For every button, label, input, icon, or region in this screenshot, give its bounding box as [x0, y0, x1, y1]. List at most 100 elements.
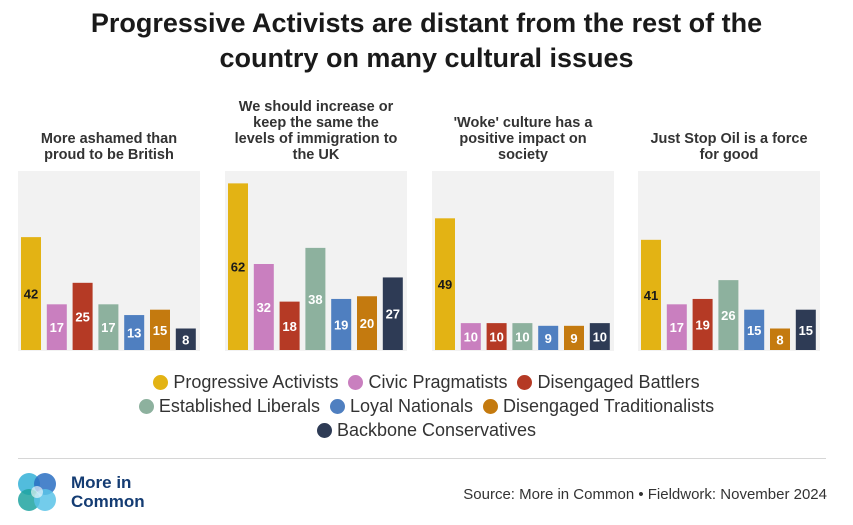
- data-label-civic-pragmatists: 10: [464, 330, 478, 345]
- data-label-progressive-activists: 41: [644, 288, 658, 303]
- legend-item-progressive-activists: Progressive Activists: [153, 370, 338, 394]
- legend-label: Civic Pragmatists: [368, 372, 508, 392]
- legend-dot: [153, 374, 169, 390]
- bar-disengaged-traditionalists: [357, 296, 377, 350]
- more-in-common-logo: More in Common: [15, 470, 145, 514]
- chart-title: Just Stop Oil is a force for good: [650, 131, 808, 163]
- data-label-disengaged-traditionalists: 9: [570, 331, 577, 346]
- data-label-disengaged-battlers: 10: [489, 330, 503, 345]
- data-label-backbone-conservatives: 8: [182, 332, 189, 347]
- bar-civic-pragmatists: [253, 264, 274, 350]
- chart-ashamed-british: More ashamed than proud to be British 42…: [18, 98, 200, 351]
- bar-disengaged-battlers: [279, 301, 300, 350]
- chart-title: We should increase or keep the same the …: [234, 99, 398, 163]
- legend-row: Progressive Activists Civic Pragmatists …: [0, 370, 853, 394]
- data-label-progressive-activists: 42: [24, 287, 38, 302]
- legend-label: Established Liberals: [158, 396, 320, 416]
- data-label-disengaged-traditionalists: 8: [776, 332, 783, 347]
- chart-plot: 42 17 25 17 13 15 8: [18, 171, 200, 351]
- legend-dot: [517, 374, 533, 390]
- data-label-established-liberals: 10: [515, 330, 529, 345]
- data-label-civic-pragmatists: 17: [670, 320, 684, 335]
- data-label-disengaged-traditionalists: 20: [360, 316, 374, 331]
- legend-label: Disengaged Traditionalists: [503, 396, 715, 416]
- bar-loyal-nationals: [744, 309, 765, 350]
- legend-label: Backbone Conservatives: [336, 420, 537, 440]
- data-label-backbone-conservatives: 27: [386, 307, 400, 322]
- plot-background: [432, 171, 614, 351]
- data-label-loyal-nationals: 15: [747, 323, 761, 338]
- legend-dot: [483, 398, 499, 414]
- legend-label: Loyal Nationals: [349, 396, 474, 416]
- data-label-loyal-nationals: 9: [545, 331, 552, 346]
- legend-item-civic-pragmatists: Civic Pragmatists: [348, 370, 507, 394]
- data-label-backbone-conservatives: 15: [799, 323, 813, 338]
- chart-title: More ashamed than proud to be British: [40, 131, 178, 163]
- data-label-disengaged-battlers: 19: [695, 317, 709, 332]
- bar-loyal-nationals: [124, 315, 145, 350]
- legend-item-loyal-nationals: Loyal Nationals: [329, 394, 474, 418]
- logo-mark-icon: [18, 473, 56, 511]
- bar-backbone-conservatives: [795, 309, 816, 350]
- bar-disengaged-battlers: [486, 323, 507, 350]
- bar-established-liberals: [718, 280, 739, 350]
- bar-disengaged-battlers: [692, 298, 713, 350]
- bar-progressive-activists: [228, 183, 248, 350]
- data-label-disengaged-battlers: 18: [282, 319, 296, 334]
- data-label-loyal-nationals: 19: [334, 317, 348, 332]
- data-label-established-liberals: 26: [721, 308, 735, 323]
- data-label-backbone-conservatives: 10: [593, 330, 607, 345]
- legend-dot: [316, 422, 332, 438]
- chart-plot: 62 32 18 38 19 20 27: [225, 171, 407, 351]
- chart-woke-culture: 'Woke' culture has a positive impact on …: [432, 98, 614, 351]
- legend-row: Established Liberals Loyal Nationals Dis…: [0, 394, 853, 418]
- chart-plot: 41 17 19 26 15 8 15: [638, 171, 820, 351]
- legend-item-disengaged-battlers: Disengaged Battlers: [517, 370, 700, 394]
- legend-item-disengaged-traditionalists: Disengaged Traditionalists: [483, 394, 714, 418]
- chart-just-stop-oil: Just Stop Oil is a force for good 41 17 19…: [638, 98, 820, 351]
- bar-loyal-nationals: [331, 298, 352, 350]
- data-label-disengaged-battlers: 25: [75, 309, 89, 324]
- bar-backbone-conservatives: [382, 277, 403, 350]
- legend-item-established-liberals: Established Liberals: [138, 394, 320, 418]
- legend-label: Disengaged Battlers: [537, 372, 700, 392]
- bar-progressive-activists: [641, 239, 661, 350]
- legend-item-backbone-conservatives: Backbone Conservatives: [316, 418, 537, 442]
- bar-disengaged-battlers: [72, 282, 93, 350]
- source-note: Source: More in Common • Fieldwork: Nove…: [463, 486, 827, 503]
- bar-civic-pragmatists: [666, 304, 687, 350]
- legend-row: Backbone Conservatives: [0, 418, 853, 442]
- bar-established-liberals: [98, 304, 119, 350]
- legend-label: Progressive Activists: [173, 372, 339, 392]
- bar-backbone-conservatives: [589, 323, 610, 350]
- data-label-loyal-nationals: 13: [127, 326, 141, 341]
- data-label-progressive-activists: 49: [438, 277, 452, 292]
- bar-progressive-activists: [21, 237, 41, 350]
- data-label-civic-pragmatists: 17: [50, 320, 64, 335]
- bar-loyal-nationals: [538, 325, 559, 350]
- bar-progressive-activists: [435, 218, 455, 350]
- legend-dot: [138, 398, 154, 414]
- bar-established-liberals: [305, 247, 326, 350]
- data-label-civic-pragmatists: 32: [257, 300, 271, 315]
- bar-backbone-conservatives: [175, 328, 196, 350]
- legend-dot: [329, 398, 345, 414]
- bar-disengaged-traditionalists: [770, 328, 790, 350]
- bar-civic-pragmatists: [46, 304, 67, 350]
- chart-plot: 49 10 10 10 9 9 10: [432, 171, 614, 351]
- data-label-established-liberals: 38: [308, 292, 322, 307]
- legend: Progressive Activists Civic Pragmatists …: [0, 370, 853, 442]
- bar-civic-pragmatists: [460, 323, 481, 350]
- legend-dot: [348, 374, 364, 390]
- chart-title: 'Woke' culture has a positive impact on …: [453, 115, 593, 163]
- logo-text: More in Common: [71, 473, 145, 511]
- chart-immigration: We should increase or keep the same the …: [225, 98, 407, 351]
- page-title: Progressive Activists are distant from t…: [90, 8, 763, 73]
- data-label-progressive-activists: 62: [231, 260, 245, 275]
- footer-divider: [18, 458, 826, 459]
- bar-disengaged-traditionalists: [150, 309, 170, 350]
- data-label-established-liberals: 17: [101, 320, 115, 335]
- bar-disengaged-traditionalists: [564, 325, 584, 350]
- bar-established-liberals: [512, 323, 533, 350]
- data-label-disengaged-traditionalists: 15: [153, 323, 167, 338]
